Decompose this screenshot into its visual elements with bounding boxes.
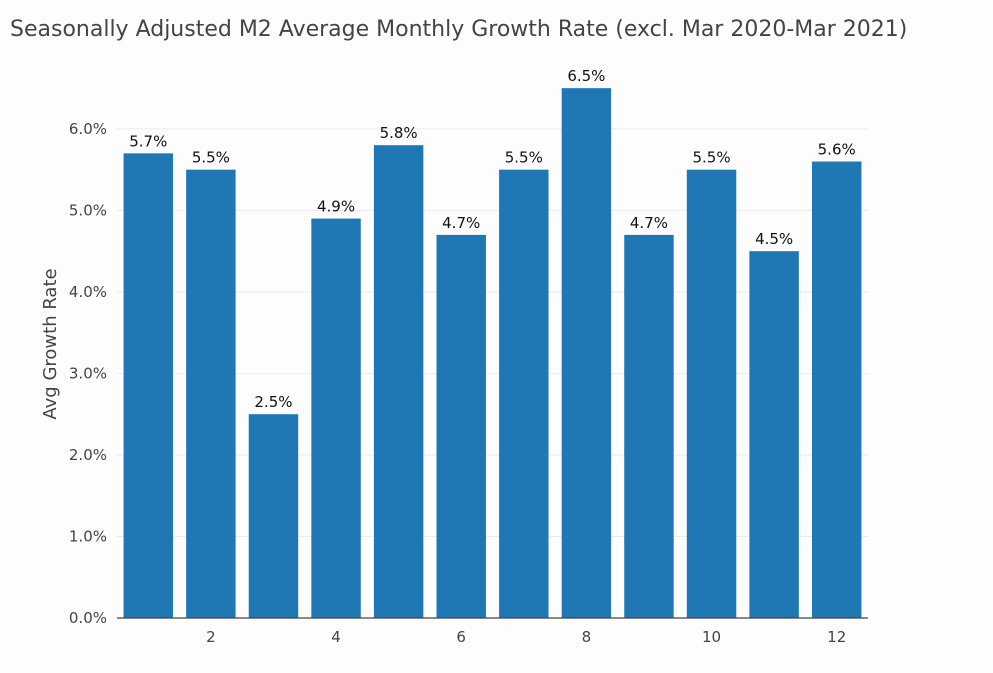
x-axis-ticks: 2 4 6 8 10 12 — [206, 628, 846, 646]
y-tick-label: 1.0% — [69, 527, 107, 545]
x-tick-label: 8 — [582, 628, 592, 646]
bar — [686, 169, 737, 618]
x-tick-label: 4 — [331, 628, 341, 646]
y-tick-label: 4.0% — [69, 283, 107, 301]
bar-value-label: 4.9% — [317, 198, 355, 216]
bar — [749, 251, 799, 618]
bar — [123, 153, 174, 618]
y-tick-label: 6.0% — [69, 120, 107, 138]
bar-value-label: 4.5% — [755, 230, 793, 248]
bar — [811, 161, 862, 619]
bar-value-label: 5.6% — [818, 141, 856, 159]
bar-value-label: 5.8% — [380, 124, 418, 142]
y-tick-label: 2.0% — [69, 446, 107, 464]
bar-value-label: 5.5% — [505, 149, 543, 167]
data-labels: 5.7% 5.5% 2.5% 4.9% 5.8% 4.7% 5.5% 6.5% 4.7% 5.5%… — [129, 67, 856, 411]
bar — [248, 414, 299, 618]
y-axis-ticks: 0.0% 1.0% 2.0% 3.0% 4.0% 5.0% 6.0% — [69, 120, 107, 627]
bar-value-label: 5.5% — [692, 149, 730, 167]
y-tick-label: 0.0% — [69, 609, 107, 627]
x-tick-label: 12 — [827, 628, 846, 646]
y-axis-title: Avg Growth Rate — [40, 268, 61, 419]
bar-value-label: 5.7% — [129, 132, 167, 150]
bar-value-label: 4.7% — [630, 214, 668, 232]
bar — [373, 145, 424, 618]
y-tick-label: 3.0% — [69, 364, 107, 382]
bar-value-label: 5.5% — [192, 149, 230, 167]
bar — [186, 169, 236, 618]
x-tick-label: 6 — [456, 628, 466, 646]
chart-title: Seasonally Adjusted M2 Average Monthly G… — [10, 17, 907, 42]
bar-value-label: 2.5% — [254, 393, 292, 411]
gridlines — [117, 128, 868, 537]
bar — [436, 234, 486, 618]
bar — [624, 234, 674, 618]
x-tick-label: 10 — [702, 628, 721, 646]
bar — [499, 169, 549, 618]
bar — [311, 218, 361, 619]
bar-value-label: 6.5% — [567, 67, 605, 85]
x-tick-label: 2 — [206, 628, 216, 646]
bar — [561, 88, 612, 619]
bars — [123, 88, 862, 619]
y-tick-label: 5.0% — [69, 201, 107, 219]
bar-value-label: 4.7% — [442, 214, 480, 232]
